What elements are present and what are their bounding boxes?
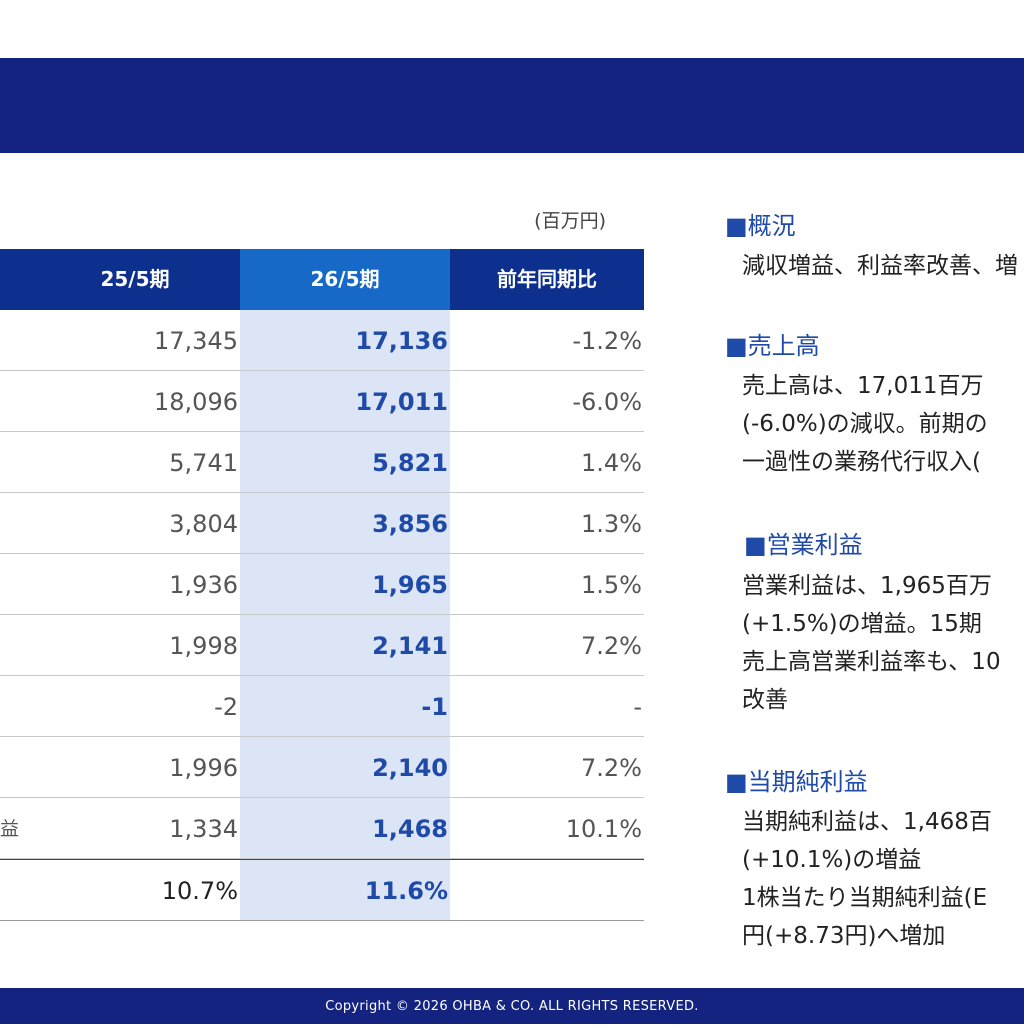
- value-yoy: 7.2%: [581, 754, 642, 782]
- overview-heading: ■概況: [725, 212, 796, 240]
- sales-text-3: 一過性の業務代行収入(: [742, 449, 981, 475]
- table-row: 1,996 2,140 7.2%: [0, 737, 644, 798]
- value-current: -1: [421, 693, 448, 721]
- column-header-prev: 25/5期: [100, 267, 170, 291]
- value-prev: -2: [214, 693, 238, 721]
- value-prev: 5,741: [169, 449, 238, 477]
- net-income-text-3: 1株当たり当期純利益(E: [742, 885, 988, 911]
- net-income-heading: ■当期純利益: [725, 768, 868, 796]
- current-period-highlight: [240, 310, 450, 920]
- value-current: 1,468: [372, 815, 448, 843]
- net-income-text-1: 当期純利益は、1,468百: [742, 809, 992, 835]
- net-income-text-4: 円(+8.73円)へ増加: [742, 923, 946, 949]
- value-prev: 18,096: [154, 388, 238, 416]
- row-label: [0, 432, 30, 492]
- row-label: [0, 554, 30, 614]
- sales-text-1: 売上高は、17,011百万: [742, 373, 984, 399]
- sales-text-2: (-6.0%)の減収。前期の: [742, 411, 988, 437]
- column-header-current: 26/5期: [240, 249, 450, 310]
- operating-text-3: 売上高営業利益率も、10: [742, 649, 1001, 675]
- row-label: [0, 493, 30, 553]
- table-row: -2 -1 -: [0, 676, 644, 737]
- unit-label: (百万円): [534, 210, 606, 232]
- value-yoy: [450, 860, 642, 920]
- overview-text: 減収増益、利益率改善、増: [742, 253, 1018, 279]
- row-label: [0, 676, 30, 736]
- table-row: 益 1,334 1,468 10.1%: [0, 798, 644, 859]
- table-row: 5,741 5,821 1.4%: [0, 432, 644, 493]
- row-label: [0, 310, 30, 370]
- copyright-text: Copyright © 2026 OHBA & CO. ALL RIGHTS R…: [325, 999, 699, 1014]
- value-yoy: 1.3%: [581, 510, 642, 538]
- value-yoy: -1.2%: [572, 327, 642, 355]
- table-row: 1,998 2,141 7.2%: [0, 615, 644, 676]
- financial-table: 25/5期 26/5期 前年同期比 17,345 17,136 -1.2% 18,09…: [0, 249, 644, 921]
- value-prev: 1,936: [169, 571, 238, 599]
- value-prev: 3,804: [169, 510, 238, 538]
- value-yoy: 10.1%: [565, 815, 642, 843]
- value-prev: 1,334: [169, 815, 238, 843]
- table-row: 17,345 17,136 -1.2%: [0, 310, 644, 371]
- title-band: [0, 58, 1024, 153]
- value-prev: 10.7%: [161, 877, 238, 905]
- operating-text-2: (+1.5%)の増益。15期: [742, 611, 982, 637]
- net-income-text-2: (+10.1%)の増益: [742, 847, 922, 873]
- value-yoy: 7.2%: [581, 632, 642, 660]
- value-current: 5,821: [372, 449, 448, 477]
- row-label: 益: [0, 818, 20, 840]
- operating-heading: ■営業利益: [744, 531, 863, 559]
- value-current: 3,856: [372, 510, 448, 538]
- table-row: 1,936 1,965 1.5%: [0, 554, 644, 615]
- table-row: 18,096 17,011 -6.0%: [0, 371, 644, 432]
- row-label: [0, 860, 30, 920]
- sales-heading: ■売上高: [725, 332, 820, 360]
- table-row: 10.7% 11.6%: [0, 859, 644, 921]
- value-prev: 17,345: [154, 327, 238, 355]
- value-current: 17,136: [355, 327, 448, 355]
- footer-band: Copyright © 2026 OHBA & CO. ALL RIGHTS R…: [0, 988, 1024, 1024]
- value-yoy: 1.4%: [581, 449, 642, 477]
- row-label: [0, 371, 30, 431]
- operating-text-1: 営業利益は、1,965百万: [742, 573, 992, 599]
- table-header: 25/5期 26/5期 前年同期比: [0, 249, 644, 310]
- value-current: 1,965: [372, 571, 448, 599]
- value-prev: 1,996: [169, 754, 238, 782]
- value-yoy: -: [633, 693, 642, 721]
- row-label: [0, 737, 30, 797]
- value-current: 2,141: [372, 632, 448, 660]
- value-current: 11.6%: [364, 877, 448, 905]
- table-row: 3,804 3,856 1.3%: [0, 493, 644, 554]
- table-body: 17,345 17,136 -1.2% 18,096 17,011 -6.0% 5,741 5…: [0, 310, 644, 921]
- value-prev: 1,998: [169, 632, 238, 660]
- row-label: [0, 615, 30, 675]
- operating-text-4: 改善: [742, 687, 788, 713]
- value-yoy: -6.0%: [572, 388, 642, 416]
- value-yoy: 1.5%: [581, 571, 642, 599]
- value-current: 17,011: [355, 388, 448, 416]
- column-header-yoy: 前年同期比: [497, 267, 597, 291]
- value-current: 2,140: [372, 754, 448, 782]
